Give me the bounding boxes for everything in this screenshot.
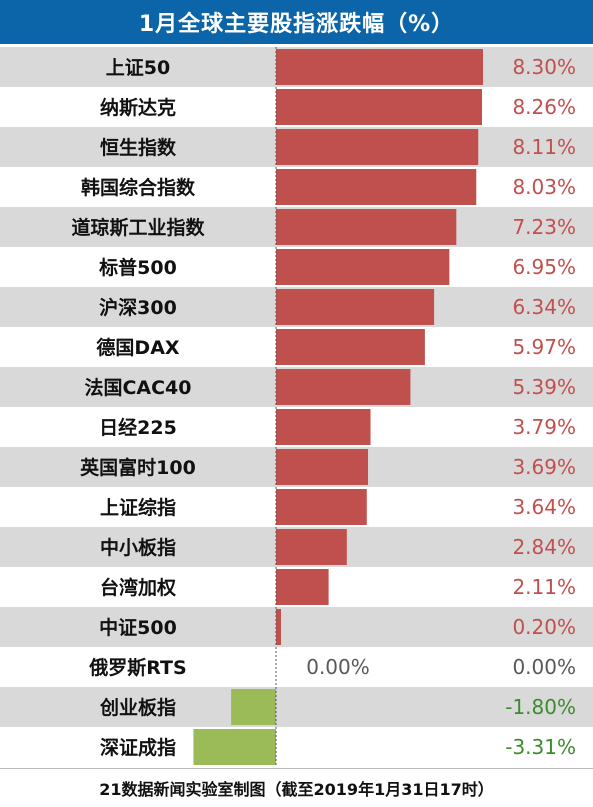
- bar: [276, 409, 371, 445]
- category-label: 中证500: [99, 616, 177, 639]
- value-label: 3.64%: [512, 495, 576, 519]
- category-label: 德国DAX: [96, 336, 179, 359]
- bar: [276, 489, 367, 525]
- category-label: 道琼斯工业指数: [71, 216, 205, 239]
- value-label: 2.11%: [512, 575, 576, 599]
- bar: [276, 129, 479, 165]
- category-label: 沪深300: [99, 296, 177, 319]
- chart-footer: 21数据新闻实验室制图（截至2019年1月31日17时）: [0, 768, 593, 807]
- bar: [276, 89, 483, 125]
- value-label: 5.39%: [512, 375, 576, 399]
- value-label: -3.31%: [505, 735, 576, 759]
- category-label: 创业板指: [99, 696, 176, 719]
- bar: [276, 369, 411, 405]
- row-background: [0, 607, 593, 647]
- value-label: 3.79%: [512, 415, 576, 439]
- category-label: 标普500: [99, 256, 177, 279]
- category-label: 纳斯达克: [100, 96, 176, 119]
- value-label: 8.11%: [512, 135, 576, 159]
- bar: [276, 49, 483, 85]
- value-label: 5.97%: [512, 335, 576, 359]
- value-label: 0.20%: [512, 615, 576, 639]
- category-label: 上证50: [106, 57, 170, 79]
- value-label: 7.23%: [512, 215, 576, 239]
- category-label: 上证综指: [100, 496, 176, 519]
- bar: [276, 289, 435, 325]
- bar: [276, 569, 329, 605]
- category-label: 深证成指: [100, 736, 176, 759]
- value-label: 6.95%: [512, 255, 576, 279]
- bar: [276, 449, 369, 485]
- bar: [276, 329, 425, 365]
- category-label: 台湾加权: [100, 576, 176, 599]
- category-label: 日经225: [99, 416, 177, 439]
- value-label: 8.03%: [512, 175, 576, 199]
- category-label: 法国CAC40: [84, 376, 191, 399]
- value-label: 8.26%: [512, 95, 576, 119]
- bar: [276, 529, 347, 565]
- value-label: 0.00%: [512, 655, 576, 679]
- value-label: 2.84%: [512, 535, 576, 559]
- bar: [193, 729, 276, 765]
- row-background: [0, 687, 593, 727]
- bar: [276, 169, 477, 205]
- value-label: -1.80%: [505, 695, 576, 719]
- chart-title: 1月全球主要股指涨跌幅（%）: [0, 0, 593, 44]
- value-label: 3.69%: [512, 455, 576, 479]
- category-label: 俄罗斯RTS: [88, 656, 186, 679]
- category-label: 中小板指: [100, 536, 176, 559]
- category-label: 韩国综合指数: [81, 176, 196, 199]
- category-label: 英国富时100: [80, 456, 196, 479]
- category-label: 恒生指数: [100, 136, 177, 159]
- bar: [276, 609, 281, 645]
- bar: [231, 689, 276, 725]
- bar: [276, 249, 450, 285]
- bar: [276, 209, 457, 245]
- value-label: 8.30%: [512, 55, 576, 79]
- bar-zero-label: 0.00%: [306, 655, 370, 679]
- value-label: 6.34%: [512, 295, 576, 319]
